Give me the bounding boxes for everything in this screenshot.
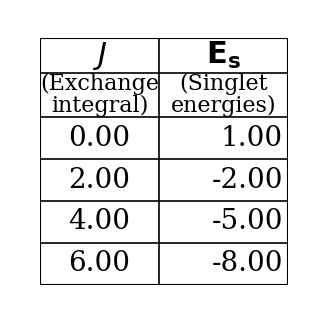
Text: $\mathbf{\mathit{J}}$: $\mathbf{\mathit{J}}$ bbox=[92, 40, 107, 72]
Text: 2.00: 2.00 bbox=[68, 167, 131, 194]
Text: -2.00: -2.00 bbox=[212, 167, 283, 194]
Text: -8.00: -8.00 bbox=[212, 250, 283, 277]
Text: (Exchange: (Exchange bbox=[40, 73, 159, 95]
Text: $\mathbf{E}_\mathbf{s}$: $\mathbf{E}_\mathbf{s}$ bbox=[206, 40, 241, 71]
Text: energies): energies) bbox=[171, 95, 276, 117]
Text: 1.00: 1.00 bbox=[221, 125, 283, 152]
Text: -5.00: -5.00 bbox=[212, 208, 283, 236]
Text: (Singlet: (Singlet bbox=[179, 73, 268, 95]
Text: 4.00: 4.00 bbox=[68, 208, 131, 236]
Text: 0.00: 0.00 bbox=[68, 125, 131, 152]
Text: 6.00: 6.00 bbox=[68, 250, 131, 277]
Text: integral): integral) bbox=[51, 95, 148, 117]
